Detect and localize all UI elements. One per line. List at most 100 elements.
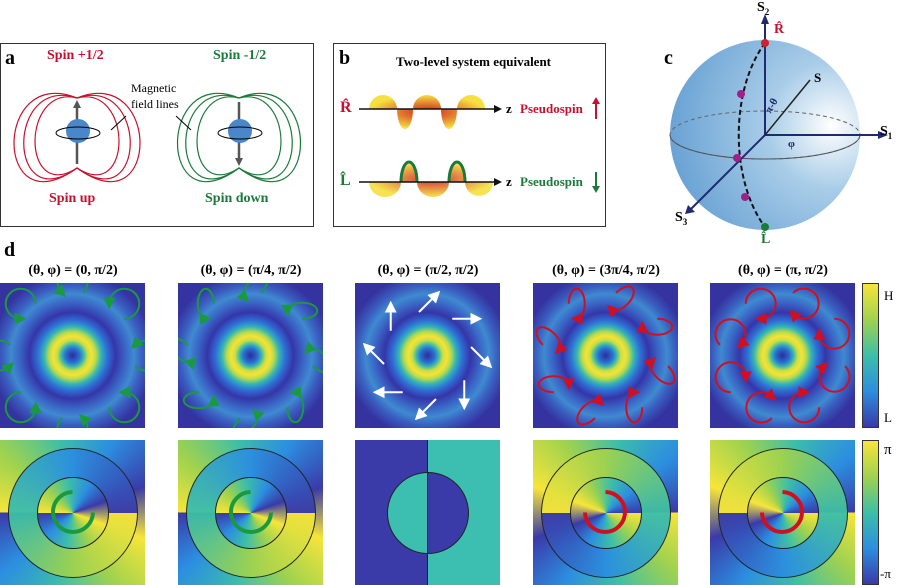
polarization-arrow: [103, 287, 141, 320]
phase-vortex-arrow: [229, 490, 273, 534]
polarization-arrow: [714, 318, 750, 350]
intensity-map: [355, 283, 500, 428]
polarization-arrows: [362, 290, 493, 421]
spin-minus-label: Spin -1/2: [213, 48, 267, 63]
polarization-arrow: [414, 398, 437, 421]
polarization-arrow: [714, 361, 752, 394]
spin-up-field-lines: [13, 92, 141, 183]
phase-vortex-arrow: [760, 490, 804, 534]
state-l: L̂: [340, 172, 351, 189]
helical-field-diagram: [359, 95, 600, 197]
axis-z-l: z: [506, 174, 512, 189]
axis-z-r: z: [506, 101, 512, 116]
azimuth-angle-label: φ: [788, 138, 795, 150]
polarization-arrow: [788, 386, 821, 424]
polarization-arrow: [303, 341, 323, 374]
polarization-arrows: [0, 283, 145, 428]
polarization-arrow: [418, 290, 441, 313]
phase-vortex-arrow: [583, 490, 627, 534]
phase-map: [533, 440, 678, 585]
spin-down-label: Spin down: [205, 191, 269, 206]
polarization-arrow: [643, 356, 676, 385]
vector-s-label: S: [814, 70, 822, 85]
intensity-colorbar: [862, 283, 879, 428]
spin-down-field-lines: [177, 92, 301, 183]
polarization-arrow: [236, 283, 269, 303]
polarization-arrow: [281, 301, 319, 320]
intensity-max: H: [884, 288, 894, 303]
polarization-arrow: [537, 375, 575, 394]
polarization-arrow: [4, 391, 42, 424]
intensity-min: L: [884, 410, 892, 425]
polarization-arrow: [625, 386, 644, 424]
polarization-arrow: [470, 346, 493, 369]
polarization-arrow: [813, 317, 851, 350]
north-pole-point: [761, 39, 769, 47]
axis-s3: S3: [675, 210, 688, 227]
polarization-arrow: [178, 337, 198, 370]
field-lines-annotation: Magnetic field lines: [131, 81, 179, 111]
polarization-arrow: [744, 287, 777, 325]
spin-plus-label: Spin +1/2: [47, 48, 104, 63]
column-title: (θ, φ) = (π, π/2): [738, 263, 828, 278]
panel-b: b Two-level system equivalent R̂ z Pseud…: [333, 43, 606, 227]
spin-up-label: Spin up: [49, 191, 96, 206]
south-state-label: L̂: [761, 232, 771, 247]
polarization-arrow: [56, 413, 92, 428]
pseudospin-down: Pseudospin: [520, 174, 583, 189]
phase-map: [0, 440, 145, 585]
intensity-map: [0, 283, 145, 428]
column-title: (θ, φ) = (0, π/2): [28, 263, 118, 278]
polarization-arrow: [182, 391, 220, 410]
pseudospin-up: Pseudospin: [520, 101, 583, 116]
polarization-arrow: [606, 285, 635, 318]
polarization-arrows: [714, 287, 851, 424]
l-field-lobes: [369, 160, 493, 197]
panel-b-title: Two-level system equivalent: [396, 54, 552, 69]
dipole-field-diagram: [13, 92, 301, 183]
phase-map: [355, 440, 500, 585]
polarization-arrow: [535, 326, 568, 355]
polarization-arrows: [178, 283, 323, 428]
polarization-arrow: [362, 342, 385, 365]
intensity-map: [178, 283, 323, 428]
intensity-map: [533, 283, 678, 428]
polarization-arrow: [576, 393, 605, 426]
column-title: (θ, φ) = (π/4, π/2): [200, 263, 302, 278]
panel-c-label: c: [664, 47, 673, 69]
poincare-sphere: [669, 14, 888, 231]
polarization-arrow: [108, 386, 141, 424]
state-r: R̂: [340, 99, 352, 116]
phase-colorbar: [862, 440, 879, 585]
north-state-label: R̂: [774, 22, 785, 37]
axis-s1: S1: [880, 124, 893, 141]
axis-s2: S2: [757, 0, 770, 17]
phase-vortex-arrow: [51, 490, 95, 534]
column-title: (θ, φ) = (3π/4, π/2): [552, 263, 660, 278]
polarization-arrow: [130, 336, 145, 372]
polarization-arrow: [232, 408, 265, 428]
phase-map: [178, 440, 323, 585]
polarization-arrow: [286, 386, 305, 424]
panel-d-label: d: [4, 239, 16, 261]
polarization-arrow: [745, 388, 777, 424]
particle-up: [66, 119, 90, 143]
phase-map: [710, 440, 855, 585]
polarization-arrow: [788, 287, 820, 323]
column-title: (θ, φ) = (π/2, π/2): [377, 263, 479, 278]
polarization-arrow: [196, 287, 215, 325]
polarization-arrow: [53, 283, 89, 298]
particle-down: [228, 119, 252, 143]
polarization-arrow: [636, 317, 674, 336]
panel-a: a Spin +1/2 Spin -1/2 Magnetic field lin…: [0, 43, 314, 227]
polarization-arrow: [0, 339, 15, 375]
panel-b-label: b: [339, 47, 351, 69]
r-field-lobes: [369, 95, 485, 129]
polarization-arrow: [4, 287, 37, 325]
south-pole-point: [761, 223, 769, 231]
polarization-arrow: [567, 287, 586, 325]
panel-a-label: a: [5, 47, 15, 69]
polarization-arrow: [815, 361, 851, 393]
intensity-map: [710, 283, 855, 428]
phase-max: π: [884, 442, 892, 458]
